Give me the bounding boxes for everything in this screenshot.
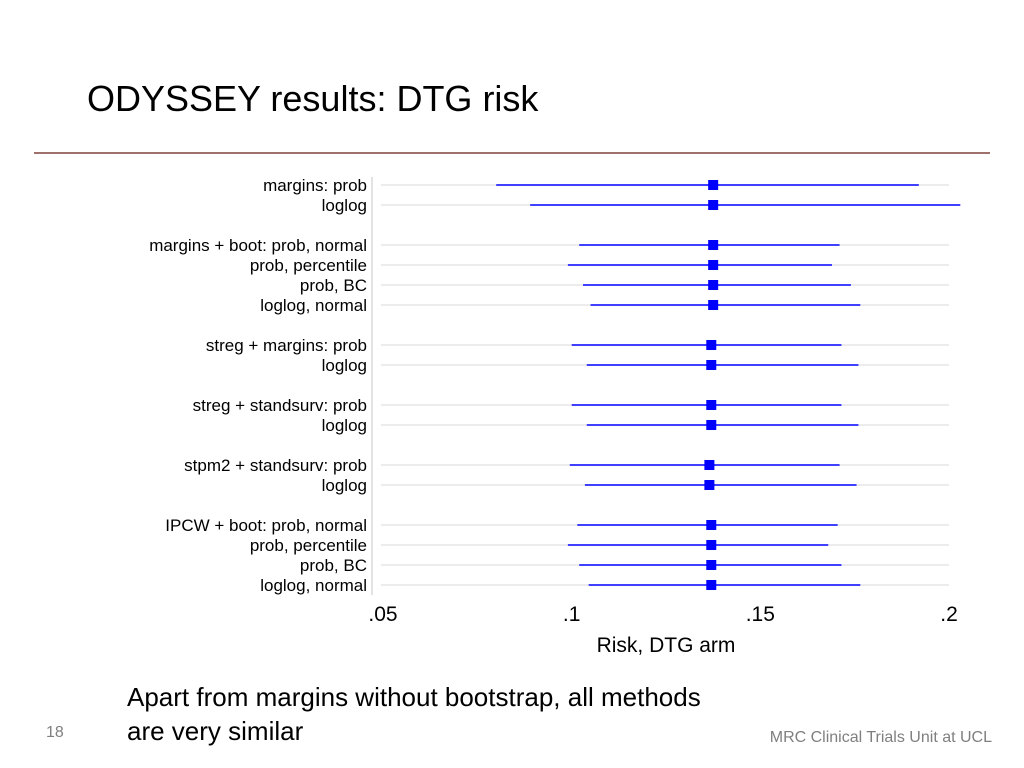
point-estimate [708, 260, 719, 270]
row-label: loglog [322, 356, 367, 375]
caption: Apart from margins without bootstrap, al… [127, 680, 701, 748]
point-estimate [704, 460, 715, 470]
row-label: loglog, normal [260, 296, 367, 315]
point-estimate [706, 540, 717, 550]
point-estimate [708, 300, 719, 310]
point-estimate [706, 360, 717, 370]
point-estimate [706, 560, 717, 570]
x-tick-label: .2 [940, 603, 958, 626]
title-rule [34, 152, 990, 154]
row-label: prob, BC [300, 276, 367, 295]
row-label: loglog [322, 196, 367, 215]
point-estimate [708, 280, 719, 290]
row-label: loglog [322, 416, 367, 435]
caption-line-1: Apart from margins without bootstrap, al… [127, 682, 701, 712]
point-estimate [706, 420, 717, 430]
row-label: loglog, normal [260, 576, 367, 595]
point-estimate [708, 180, 719, 190]
slide-title: ODYSSEY results: DTG risk [87, 78, 539, 119]
row-label: loglog [322, 476, 367, 495]
point-estimate [708, 200, 719, 210]
caption-line-2: are very similar [127, 716, 304, 746]
row-label: prob, BC [300, 556, 367, 575]
x-tick-label: .1 [563, 603, 581, 626]
point-estimate [706, 520, 717, 530]
footer-organization: MRC Clinical Trials Unit at UCL [769, 729, 992, 746]
row-label: prob, percentile [250, 536, 367, 555]
row-label: streg + standsurv: prob [193, 396, 367, 415]
point-estimates [704, 180, 719, 590]
x-axis-tick-labels: .05 .1 .15 .2 [368, 603, 957, 626]
x-tick-label: .05 [368, 603, 397, 626]
x-tick-label: .15 [746, 603, 775, 626]
slide-number: 18 [46, 724, 64, 741]
row-label: margins: prob [263, 176, 367, 195]
row-label: margins + boot: prob, normal [149, 236, 367, 255]
point-estimate [704, 480, 715, 490]
row-label: streg + margins: prob [206, 336, 367, 355]
row-label: prob, percentile [250, 256, 367, 275]
row-label: stpm2 + standsurv: prob [184, 456, 367, 475]
row-label: IPCW + boot: prob, normal [165, 516, 367, 535]
point-estimate [706, 400, 717, 410]
point-estimate [706, 580, 717, 590]
x-axis-label: Risk, DTG arm [597, 634, 736, 657]
point-estimate [708, 240, 719, 250]
point-estimate [706, 340, 717, 350]
